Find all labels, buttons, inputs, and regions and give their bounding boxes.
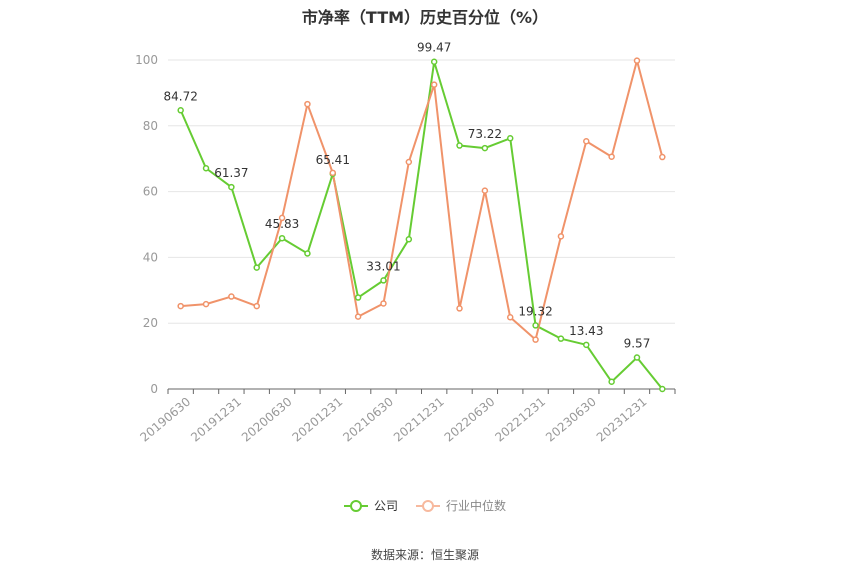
data-point-company	[557, 335, 565, 342]
data-point-company	[659, 385, 666, 393]
data-label: 9.57	[624, 337, 651, 351]
legend-item-industry-median[interactable]: 行业中位数	[416, 497, 506, 514]
data-point-company	[253, 264, 260, 271]
y-tick-label: 80	[143, 119, 158, 133]
x-tick-label: 20191231	[188, 395, 244, 445]
data-point-industry-median	[608, 153, 615, 160]
data-label: 45.83	[265, 217, 299, 231]
y-tick-label: 40	[143, 250, 158, 264]
data-point-company	[228, 183, 235, 191]
data-point-company	[380, 277, 387, 284]
data-point-industry-median	[659, 153, 666, 161]
x-tick-label: 20201231	[290, 395, 346, 445]
y-tick-label: 0	[150, 382, 158, 396]
data-point-industry-median	[633, 57, 641, 64]
data-point-company	[278, 234, 286, 242]
data-point-company	[608, 378, 615, 386]
data-point-industry-median	[329, 169, 337, 177]
data-point-company	[481, 144, 489, 152]
data-point-company	[430, 58, 438, 65]
data-label: 84.72	[163, 89, 197, 103]
data-label: 65.41	[316, 153, 350, 167]
legend-swatch-industry-median	[416, 499, 440, 513]
y-tick-label: 100	[135, 53, 158, 67]
data-label: 13.43	[569, 324, 603, 338]
data-point-industry-median	[506, 314, 514, 321]
legend: 公司 行业中位数	[0, 497, 850, 514]
data-point-company	[177, 107, 184, 114]
data-point-industry-median	[405, 158, 413, 166]
data-point-industry-median	[177, 302, 184, 310]
data-point-industry-median	[481, 187, 489, 194]
data-point-industry-median	[583, 138, 590, 145]
x-tick-label: 20230630	[543, 395, 599, 445]
data-point-company	[456, 142, 463, 149]
data-point-industry-median	[430, 81, 438, 88]
data-point-company	[506, 135, 514, 142]
legend-label-industry-median: 行业中位数	[446, 499, 507, 513]
legend-label-company: 公司	[373, 499, 398, 513]
data-label: 99.47	[417, 41, 451, 55]
data-point-company	[304, 250, 311, 257]
data-point-industry-median	[456, 305, 463, 312]
data-point-industry-median	[532, 336, 539, 343]
legend-swatch-company	[343, 499, 368, 513]
data-label: 33.01	[366, 259, 400, 273]
data-point-company	[583, 341, 590, 349]
data-label: 19.32	[518, 304, 552, 318]
data-label: 73.22	[468, 127, 502, 141]
data-point-industry-median	[253, 302, 260, 310]
series-line-industry-median	[180, 59, 664, 341]
data-label: 61.37	[214, 166, 248, 180]
data-point-company	[633, 354, 641, 361]
x-tick-label: 20190630	[137, 395, 193, 445]
source-note: 数据来源：恒生聚源	[370, 548, 479, 562]
data-point-company	[532, 322, 539, 329]
x-tick-label: 20200630	[239, 395, 295, 445]
x-tick-label: 20211231	[391, 395, 447, 445]
data-point-industry-median	[304, 100, 311, 108]
data-point-industry-median	[354, 313, 362, 320]
data-point-industry-median	[278, 214, 286, 222]
data-point-company	[202, 164, 210, 172]
x-tick-label: 20220630	[442, 395, 498, 445]
series-line-company	[179, 60, 664, 390]
x-tick-label: 20210630	[340, 395, 396, 445]
data-point-company	[354, 294, 362, 301]
data-point-company	[405, 236, 413, 243]
x-tick-label: 20231231	[594, 395, 650, 445]
legend-item-company[interactable]: 公司	[343, 497, 398, 514]
y-tick-label: 60	[143, 185, 158, 199]
chart-title: 市净率（TTM）历史百分位（%）	[301, 8, 549, 27]
data-point-industry-median	[380, 300, 387, 307]
data-point-industry-median	[202, 300, 210, 308]
data-point-industry-median	[557, 233, 565, 240]
y-tick-label: 20	[143, 316, 158, 330]
data-point-industry-median	[228, 293, 235, 300]
x-tick-label: 20221231	[492, 395, 548, 445]
